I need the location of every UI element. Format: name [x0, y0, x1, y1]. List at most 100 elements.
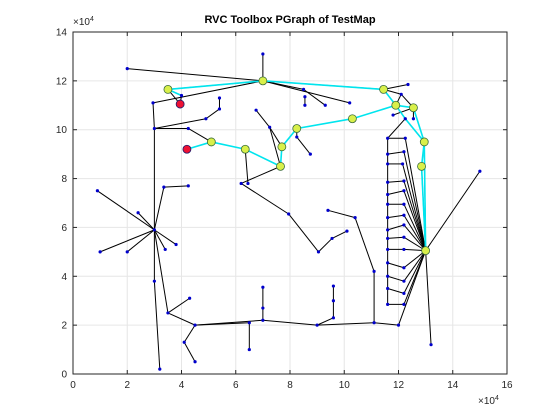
graph-node — [402, 291, 406, 295]
graph-edge — [403, 250, 426, 269]
path-segment — [404, 118, 425, 143]
graph-edge — [244, 149, 249, 184]
graph-node — [174, 242, 178, 247]
graph-edge — [127, 68, 263, 82]
x-tick-label: 4 — [179, 380, 185, 391]
graph-edge — [403, 224, 427, 251]
graph-node — [217, 107, 222, 111]
graph-node — [399, 92, 403, 96]
graph-edge — [97, 190, 155, 231]
path-segment — [167, 80, 263, 91]
graph-node — [372, 321, 376, 325]
graph-node — [386, 202, 390, 206]
graph-node — [98, 250, 102, 254]
graph-node — [125, 250, 129, 254]
axes — [72, 31, 508, 375]
graph-edge — [403, 190, 427, 251]
graph-node — [402, 213, 406, 217]
path-node — [276, 161, 285, 171]
graph-edge — [331, 230, 348, 239]
graph-node — [400, 162, 405, 166]
graph-node — [179, 93, 184, 98]
x-exponent-power: 4 — [495, 395, 499, 402]
graph-edge — [183, 342, 196, 363]
path-node — [409, 103, 418, 113]
graph-edge — [387, 214, 404, 219]
y-exponent-label: ×104 — [73, 16, 94, 28]
x-tick-label: 2 — [124, 380, 130, 391]
graph-node — [386, 180, 390, 184]
x-tick-label: 12 — [393, 380, 405, 391]
graph-edge — [126, 229, 155, 253]
graph-node — [402, 247, 406, 252]
graph-node — [330, 236, 334, 241]
graph-node — [402, 235, 406, 239]
graph-node — [204, 117, 208, 121]
graph-node — [247, 347, 251, 352]
graph-node — [402, 302, 406, 306]
graph-node — [386, 228, 390, 232]
graph-edge — [404, 138, 427, 251]
graph-node — [331, 316, 335, 320]
graph-edge — [153, 281, 161, 370]
graph-edge — [387, 190, 405, 195]
graph-node — [396, 323, 401, 327]
graph-node — [331, 284, 335, 288]
y-tick-label: 0 — [61, 370, 67, 381]
graph-edge — [255, 109, 271, 128]
graph-node — [331, 299, 335, 303]
x-tick-label: 6 — [233, 380, 239, 391]
graph-edge — [425, 250, 432, 345]
graph-node — [247, 321, 251, 325]
graph-edge — [403, 214, 427, 251]
graph-node — [386, 274, 390, 278]
svg-text:×104: ×104 — [73, 16, 94, 28]
graph-edge — [153, 229, 166, 250]
graph-node — [136, 211, 140, 215]
graph-edge — [152, 80, 263, 104]
graph-node — [429, 343, 433, 347]
graph-edge — [387, 262, 405, 269]
graph-nodes — [95, 52, 482, 371]
graph-edge — [387, 224, 405, 231]
graph-node — [308, 152, 312, 156]
graph-node — [402, 202, 406, 206]
graph-node — [386, 162, 390, 166]
graph-edge — [387, 275, 405, 282]
graph-edge — [318, 238, 333, 253]
graph-edge — [403, 180, 427, 251]
graph-node — [391, 113, 395, 117]
graph-edge — [99, 229, 155, 253]
graph-edge — [288, 213, 319, 253]
graph-node — [386, 286, 390, 291]
graph-node — [402, 266, 406, 270]
graph-node — [188, 296, 192, 300]
path-node — [163, 85, 173, 94]
x-tick-label: 14 — [447, 380, 459, 391]
y-exponent-power: 4 — [90, 16, 94, 23]
graph-edge — [403, 250, 427, 305]
graph-node — [152, 279, 156, 283]
path-segment — [262, 80, 384, 91]
graph-edge — [262, 80, 350, 104]
graph-node — [182, 340, 186, 344]
graph-node — [326, 208, 330, 212]
graph-node — [95, 189, 100, 193]
graph-node — [268, 125, 272, 129]
graph-node — [323, 103, 327, 107]
graph-node — [186, 126, 190, 131]
graph-node — [386, 152, 390, 156]
graph-node — [193, 323, 197, 327]
graph-edge — [403, 151, 427, 251]
graph-edge — [354, 217, 375, 272]
graph-node — [386, 216, 390, 220]
graph-node — [353, 216, 357, 220]
graph-node — [386, 261, 390, 265]
y-tick-label: 10 — [56, 125, 68, 136]
graph-node — [261, 52, 265, 56]
graph-edge — [402, 163, 427, 251]
graph-edge — [154, 118, 207, 129]
graph-node — [372, 269, 376, 273]
y-tick-label: 14 — [56, 28, 68, 39]
graph-edge — [316, 317, 334, 326]
